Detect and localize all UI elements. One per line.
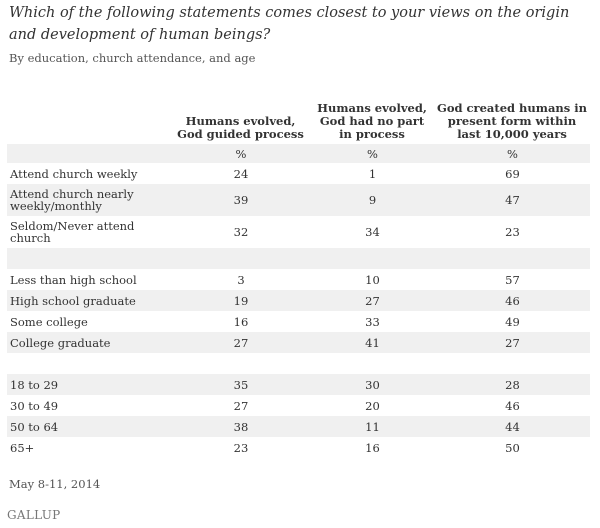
table-row: High school graduate 19 27 46	[7, 290, 590, 311]
column-header: Humans evolved, God had no part in proce…	[317, 101, 427, 141]
spacer-cell	[7, 353, 171, 374]
spacer-cell	[434, 353, 590, 374]
value-cell: 20	[365, 398, 380, 413]
value-cell: 35	[171, 374, 310, 395]
value-cell: 46	[505, 398, 520, 413]
table-row: Attend church nearly weekly/monthly 39 9 47	[7, 184, 590, 216]
gallup-logo: GALLUP	[7, 508, 61, 522]
value-cell: 11	[310, 416, 434, 437]
value-cell: 27	[171, 332, 310, 353]
table-row: 18 to 29 35 30 28	[7, 374, 590, 395]
unit-cell: %	[171, 144, 310, 163]
row-label: College graduate	[7, 332, 171, 353]
spacer-cell	[171, 248, 310, 269]
group-spacer	[7, 248, 590, 269]
value-cell: 47	[434, 184, 590, 216]
table-row: College graduate 27 41 27	[7, 332, 590, 353]
value-cell: 23	[233, 440, 249, 455]
row-label: Less than high school	[10, 272, 137, 287]
value-cell: 46	[434, 290, 590, 311]
row-label: 18 to 29	[7, 374, 171, 395]
value-cell: 16	[365, 440, 380, 455]
value-cell: 33	[365, 314, 380, 329]
value-cell: 10	[365, 272, 380, 287]
unit-cell: %	[310, 144, 434, 163]
table-row: Attend church weekly 24 1 69	[7, 163, 590, 184]
value-cell: 27	[434, 332, 590, 353]
table-row: Less than high school 3 10 57	[7, 269, 590, 290]
row-label: 30 to 49	[10, 398, 59, 413]
row-label: Attend church nearly weekly/monthly	[7, 184, 171, 216]
unit-row-label	[7, 144, 171, 163]
value-cell: 32	[233, 225, 249, 239]
value-cell: 27	[233, 398, 249, 413]
value-cell: 23	[505, 225, 520, 239]
row-label: Attend church weekly	[10, 166, 138, 181]
group-spacer	[7, 353, 590, 374]
value-cell: 50	[505, 440, 520, 455]
value-cell: 44	[434, 416, 590, 437]
row-label: 50 to 64	[7, 416, 171, 437]
chart-subtitle: By education, church attendance, and age	[9, 51, 256, 65]
row-label: 65+	[10, 440, 35, 455]
value-cell: 9	[310, 184, 434, 216]
survey-date: May 8-11, 2014	[9, 477, 101, 491]
chart-title: Which of the following statements comes …	[9, 5, 570, 43]
value-cell: 39	[171, 184, 310, 216]
spacer-cell	[310, 248, 434, 269]
value-cell: 49	[505, 314, 520, 329]
table-row: 50 to 64 38 11 44	[7, 416, 590, 437]
table-row: Some college 16 33 49	[7, 311, 590, 332]
column-header-row: Humans evolved, God guided process Human…	[7, 78, 590, 144]
row-label: Seldom/Never attend church	[10, 219, 135, 245]
value-cell: 34	[365, 225, 380, 239]
value-cell: 28	[434, 374, 590, 395]
spacer-cell	[310, 353, 434, 374]
value-cell: 30	[310, 374, 434, 395]
value-cell: 3	[237, 272, 245, 287]
value-cell: 19	[171, 290, 310, 311]
table-row: 65+ 23 16 50	[7, 437, 590, 458]
spacer-cell	[7, 248, 171, 269]
value-cell: 27	[310, 290, 434, 311]
value-cell: 1	[368, 166, 377, 181]
column-header: God created humans in present form withi…	[437, 101, 587, 141]
column-header: Humans evolved, God guided process	[177, 114, 304, 141]
value-cell: 38	[171, 416, 310, 437]
value-cell: 24	[233, 166, 249, 181]
spacer-cell	[171, 353, 310, 374]
spacer-cell	[434, 248, 590, 269]
value-cell: 16	[233, 314, 249, 329]
value-cell: 69	[505, 166, 520, 181]
row-label: Some college	[10, 314, 88, 329]
row-label: High school graduate	[7, 290, 171, 311]
value-cell: 41	[310, 332, 434, 353]
unit-cell: %	[434, 144, 590, 163]
table-row: Seldom/Never attend church 32 34 23	[7, 216, 590, 248]
table-row: 30 to 49 27 20 46	[7, 395, 590, 416]
value-cell: 57	[505, 272, 520, 287]
row-label-header	[7, 78, 171, 144]
unit-row: %%%	[7, 144, 590, 163]
results-table: Humans evolved, God guided process Human…	[7, 78, 590, 458]
